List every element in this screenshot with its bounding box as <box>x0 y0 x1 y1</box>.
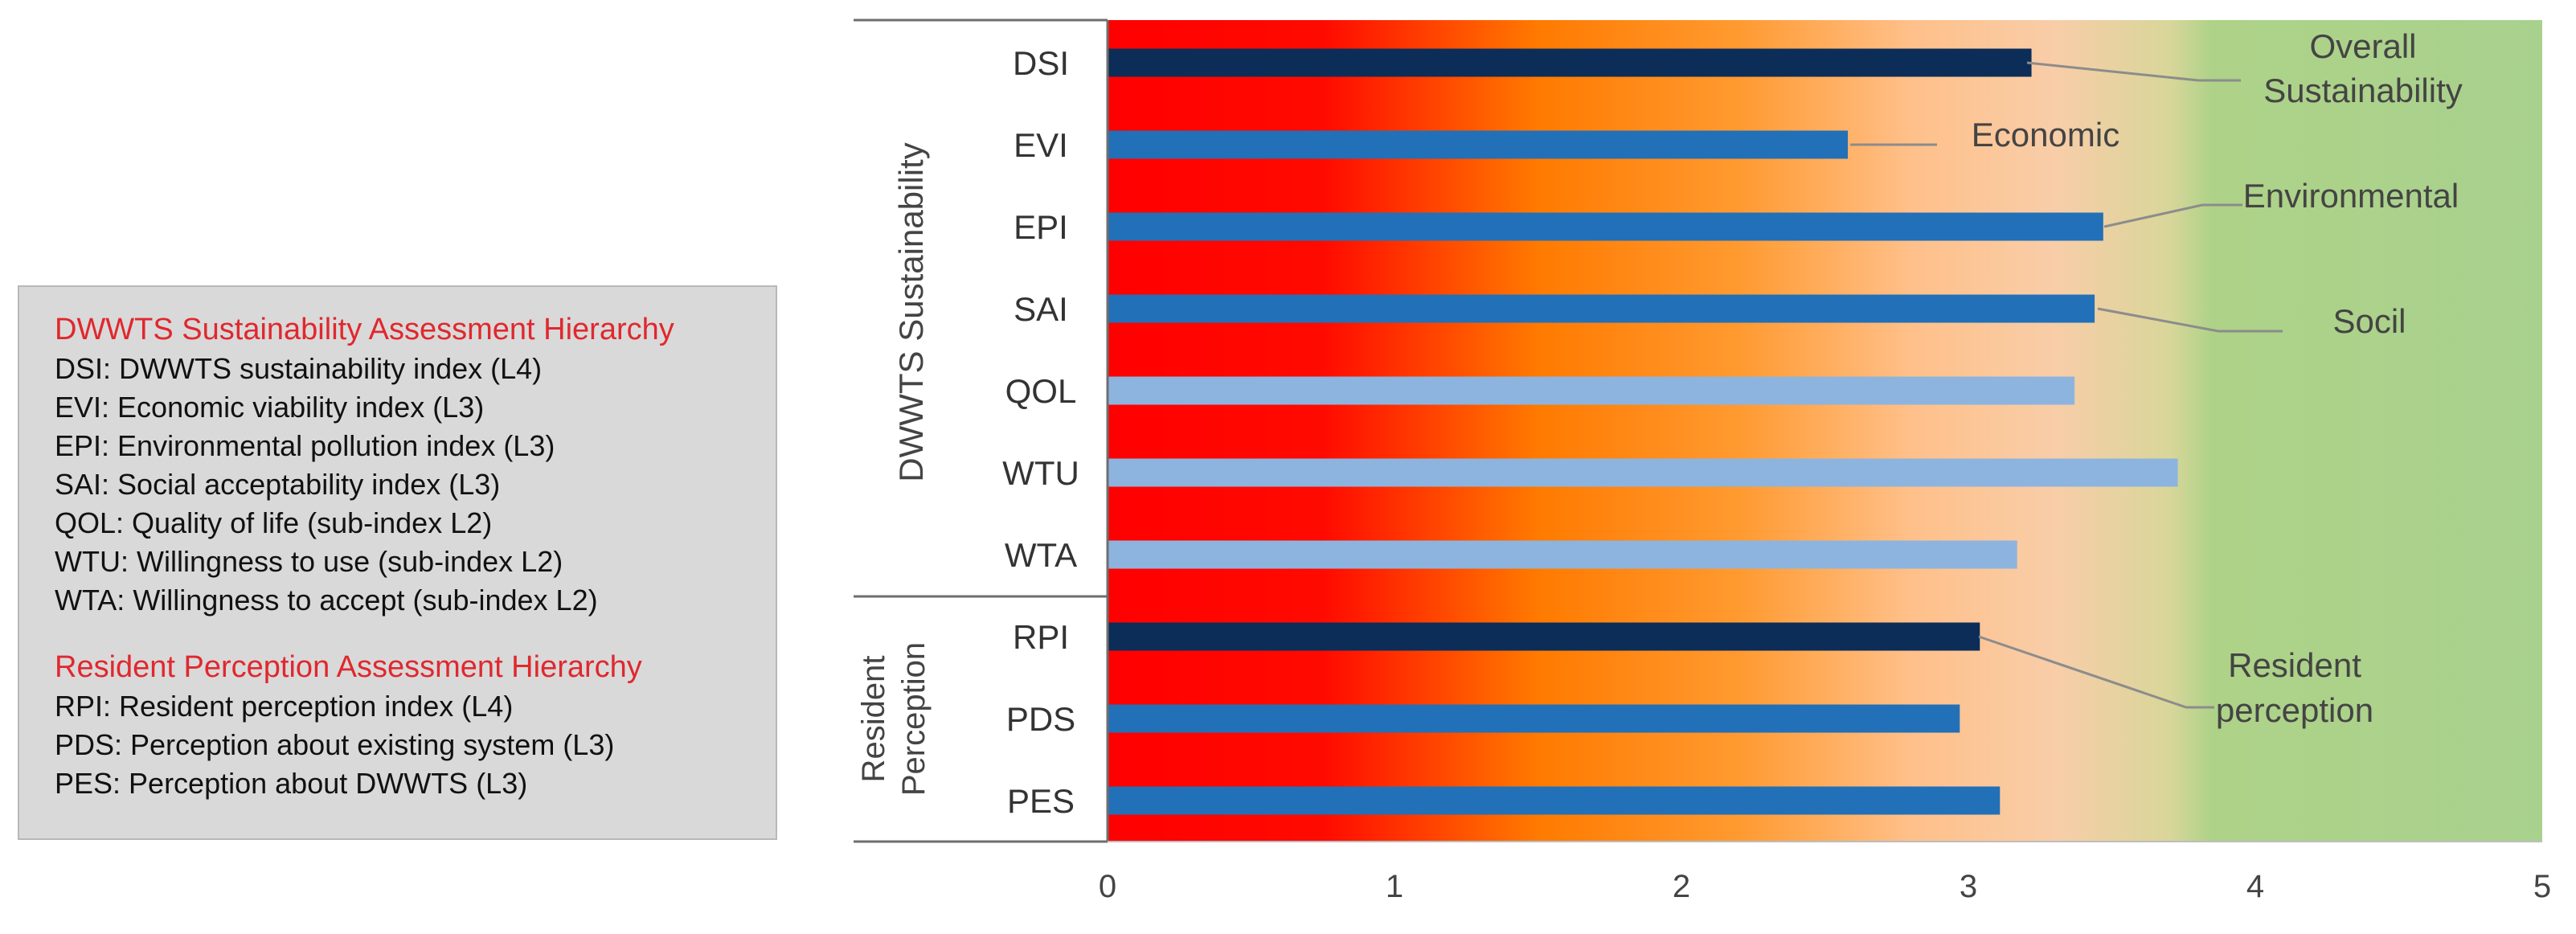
leader-line-dsi <box>2026 61 2241 82</box>
legend-group1-title: DWWTS Sustainability Assessment Hierarch… <box>55 313 674 346</box>
x-tick-label: 0 <box>1099 869 1116 904</box>
leader-line-rpi <box>1978 635 2214 709</box>
category-label-wtu: WTU <box>1002 454 1079 492</box>
annotation-rpi: Resident <box>2228 646 2361 684</box>
bar-sai <box>1108 294 2095 323</box>
category-label-pds: PDS <box>1006 700 1075 738</box>
legend-item: PES: Perception about DWWTS (L3) <box>55 767 528 800</box>
category-label-qol: QOL <box>1005 372 1077 410</box>
legend-item: EPI: Environmental pollution index (L3) <box>55 429 555 462</box>
bar-pds <box>1108 704 1960 733</box>
x-tick-label: 5 <box>2533 869 2551 904</box>
legend-item: WTA: Willingness to accept (sub-index L2… <box>55 584 598 617</box>
bar-pes <box>1108 786 2001 815</box>
legend-item: QOL: Quality of life (sub-index L2) <box>55 506 493 539</box>
bar-dsi <box>1108 48 2032 77</box>
legend-item: DSI: DWWTS sustainability index (L4) <box>55 352 543 385</box>
x-tick-label: 2 <box>1673 869 1690 904</box>
group-label-perception: Perception <box>896 642 932 796</box>
legend-box: DWWTS Sustainability Assessment Hierarch… <box>18 285 777 840</box>
annotation-sai: Socil <box>2332 302 2406 340</box>
bar-epi <box>1108 212 2103 241</box>
bar-evi <box>1108 130 1849 159</box>
leader-line-epi <box>2103 203 2242 228</box>
annotation-epi: Environmental <box>2243 177 2459 215</box>
category-label-evi: EVI <box>1014 126 1068 164</box>
category-label-pes: PES <box>1007 782 1075 820</box>
group-label-perception: Resident <box>856 656 891 783</box>
bar-qol <box>1108 376 2075 405</box>
category-label-epi: EPI <box>1014 208 1068 246</box>
annotation-evi: Economic <box>1972 116 2119 154</box>
annotation-dsi: Sustainability <box>2263 72 2462 109</box>
x-tick-label: 4 <box>2246 869 2264 904</box>
x-tick-label: 3 <box>1960 869 1977 904</box>
category-label-dsi: DSI <box>1013 44 1069 82</box>
leader-line-sai <box>2097 307 2283 333</box>
legend-item: WTU: Willingness to use (sub-index L2) <box>55 545 563 578</box>
category-label-wta: WTA <box>1005 536 1077 574</box>
annotation-rpi: perception <box>2216 691 2373 729</box>
bar-rpi <box>1108 622 1980 651</box>
legend-item: SAI: Social acceptability index (L3) <box>55 468 501 501</box>
bar-wtu <box>1108 458 2178 487</box>
legend-item: PDS: Perception about existing system (L… <box>55 728 615 761</box>
category-label-sai: SAI <box>1014 290 1068 328</box>
group-label-sustainability: DWWTS Sustainability <box>892 142 930 481</box>
legend-group2-title: Resident Perception Assessment Hierarchy <box>55 650 642 684</box>
legend-item: EVI: Economic viability index (L3) <box>55 391 485 424</box>
bar-wta <box>1108 540 2017 569</box>
legend-item: RPI: Resident perception index (L4) <box>55 690 514 723</box>
x-tick-label: 1 <box>1386 869 1403 904</box>
category-label-rpi: RPI <box>1013 618 1069 656</box>
annotation-dsi: Overall <box>2309 27 2416 65</box>
